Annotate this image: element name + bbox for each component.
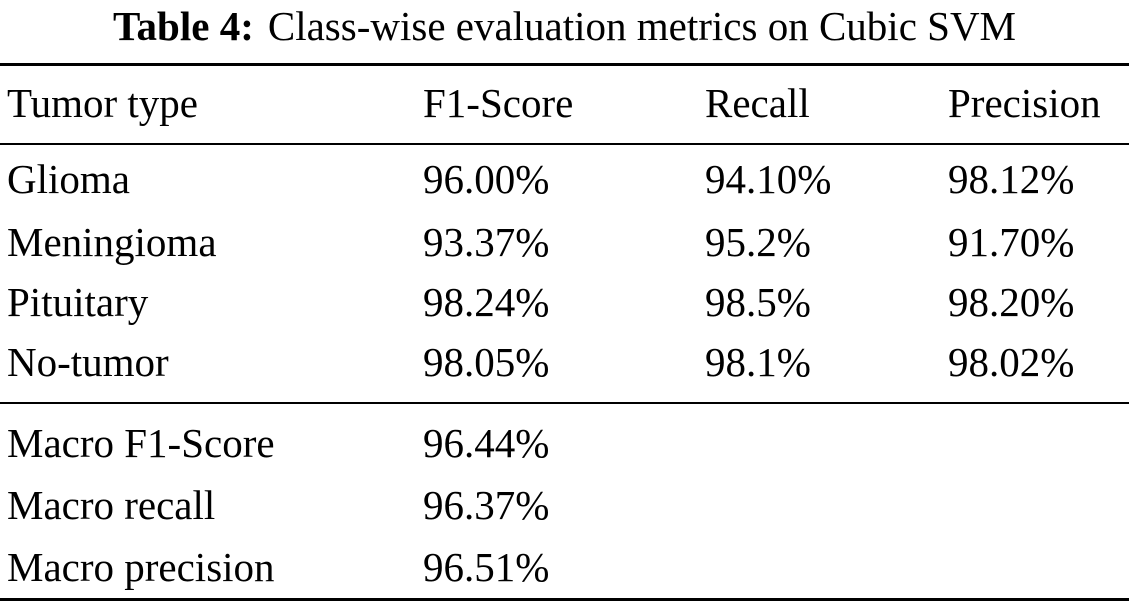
precision-cell: 98.20%: [948, 279, 1075, 325]
bottom-rule: [0, 598, 1129, 601]
f1-score-cell: 96.00%: [423, 156, 550, 202]
f1-score-cell: 93.37%: [423, 219, 550, 265]
table-caption-label: Table 4:: [112, 3, 254, 49]
row-label: Meningioma: [7, 219, 217, 265]
summary-label: Macro precision: [7, 544, 275, 590]
f1-score-cell: 98.05%: [423, 339, 550, 385]
summary-value: 96.37%: [423, 482, 550, 528]
row-label: Pituitary: [7, 279, 149, 325]
top-rule: [0, 63, 1129, 66]
precision-cell: 98.02%: [948, 339, 1075, 385]
precision-cell: 91.70%: [948, 219, 1075, 265]
table-caption-text: Class-wise evaluation metrics on Cubic S…: [267, 3, 1017, 49]
summary-label: Macro F1-Score: [7, 420, 275, 466]
header-precision: Precision: [948, 80, 1101, 126]
row-label: Glioma: [7, 156, 130, 202]
recall-cell: 95.2%: [705, 219, 811, 265]
header-recall: Recall: [705, 80, 810, 126]
f1-score-cell: 98.24%: [423, 279, 550, 325]
recall-cell: 94.10%: [705, 156, 832, 202]
header-tumor-type: Tumor type: [7, 80, 198, 126]
recall-cell: 98.1%: [705, 339, 811, 385]
table-caption: Table 4: Class-wise evaluation metrics on…: [0, 0, 1129, 52]
summary-value: 96.44%: [423, 420, 550, 466]
summary-value: 96.51%: [423, 544, 550, 590]
header-f1-score: F1-Score: [423, 80, 574, 126]
summary-label: Macro recall: [7, 482, 216, 528]
row-label: No-tumor: [7, 339, 169, 385]
precision-cell: 98.12%: [948, 156, 1075, 202]
summary-rule: [0, 402, 1129, 404]
recall-cell: 98.5%: [705, 279, 811, 325]
header-rule: [0, 143, 1129, 145]
